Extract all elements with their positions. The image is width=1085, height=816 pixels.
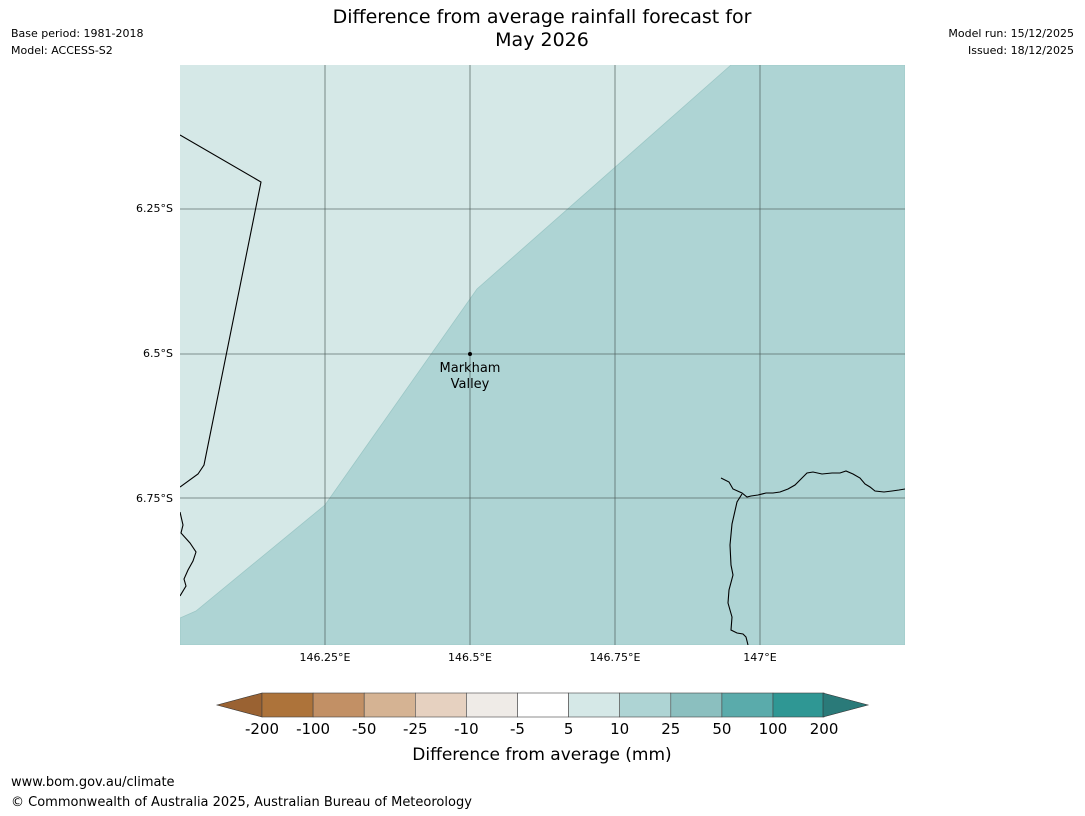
colorbar-bin <box>670 692 723 718</box>
header-left: Base period: 1981-2018 Model: ACCESS-S2 <box>11 25 143 59</box>
colorbar-tick-label: 200 <box>809 720 839 738</box>
place-label-line-2: Valley <box>451 377 490 392</box>
lon-label-147: 147°E <box>743 651 777 664</box>
footer-copyright: © Commonwealth of Australia 2025, Austra… <box>11 795 472 810</box>
colorbar-tick-label: -25 <box>403 720 428 738</box>
lon-label-146-25: 146.25°E <box>299 651 351 664</box>
colorbar-tick-label: 50 <box>712 720 732 738</box>
colorbar-bin <box>772 692 825 718</box>
colorbar-tick-label: 5 <box>563 720 574 738</box>
category-high-region <box>180 65 905 645</box>
title-line-2: May 2026 <box>495 29 589 51</box>
colorbar-extend-low <box>215 692 263 718</box>
model-text: Model: ACCESS-S2 <box>11 44 113 57</box>
colorbar-bins <box>261 692 825 718</box>
colorbar-tick-label: 100 <box>758 720 788 738</box>
base-period-text: Base period: 1981-2018 <box>11 27 144 40</box>
lat-label-6-5: 6.5°S <box>143 347 173 360</box>
colorbar-bin <box>568 692 621 718</box>
colorbar-tick-label: -50 <box>351 720 377 738</box>
location-marker <box>468 352 472 356</box>
colorbar-bin <box>466 692 518 718</box>
place-label-line-1: Markham <box>440 361 501 376</box>
colorbar-tick-label: -200 <box>244 720 280 738</box>
colorbar-tick-label: -10 <box>454 720 479 738</box>
colorbar-bin <box>721 692 774 718</box>
coast-east-river <box>727 493 749 645</box>
lon-label-146-75: 146.75°E <box>589 651 641 664</box>
issued-text: Issued: 18/12/2025 <box>967 44 1074 57</box>
colorbar-bin <box>517 692 569 718</box>
province-border <box>180 134 262 488</box>
coast-west <box>180 511 197 597</box>
lon-label-146-5: 146.5°E <box>448 651 492 664</box>
colorbar-tick-label: -100 <box>296 720 331 738</box>
header-right: Model run: 15/12/2025 Issued: 18/12/2025 <box>948 25 1074 59</box>
colorbar-bin <box>363 692 416 718</box>
lat-label-6-75: 6.75°S <box>136 492 173 505</box>
footer-url: www.bom.gov.au/climate <box>11 775 175 790</box>
forecast-map: Markham Valley <box>180 65 905 645</box>
colorbar-bin <box>261 692 314 718</box>
colorbar-title: Difference from average (mm) <box>412 745 672 765</box>
model-run-text: Model run: 15/12/2025 <box>948 27 1074 40</box>
colorbar <box>215 692 870 718</box>
lat-label-6-25: 6.25°S <box>136 202 173 215</box>
colorbar-tick-label: 10 <box>610 720 630 738</box>
colorbar-bin <box>619 692 672 718</box>
chart-title: Difference from average rainfall forecas… <box>242 6 842 52</box>
colorbar-bin <box>415 692 467 718</box>
title-line-1: Difference from average rainfall forecas… <box>332 6 752 28</box>
colorbar-extend-high <box>822 692 870 718</box>
coast-east-upper <box>720 470 905 498</box>
colorbar-bin <box>312 692 365 718</box>
colorbar-tick-label: 25 <box>661 720 681 738</box>
colorbar-tick-label: -5 <box>510 720 525 738</box>
coastlines <box>180 134 905 645</box>
